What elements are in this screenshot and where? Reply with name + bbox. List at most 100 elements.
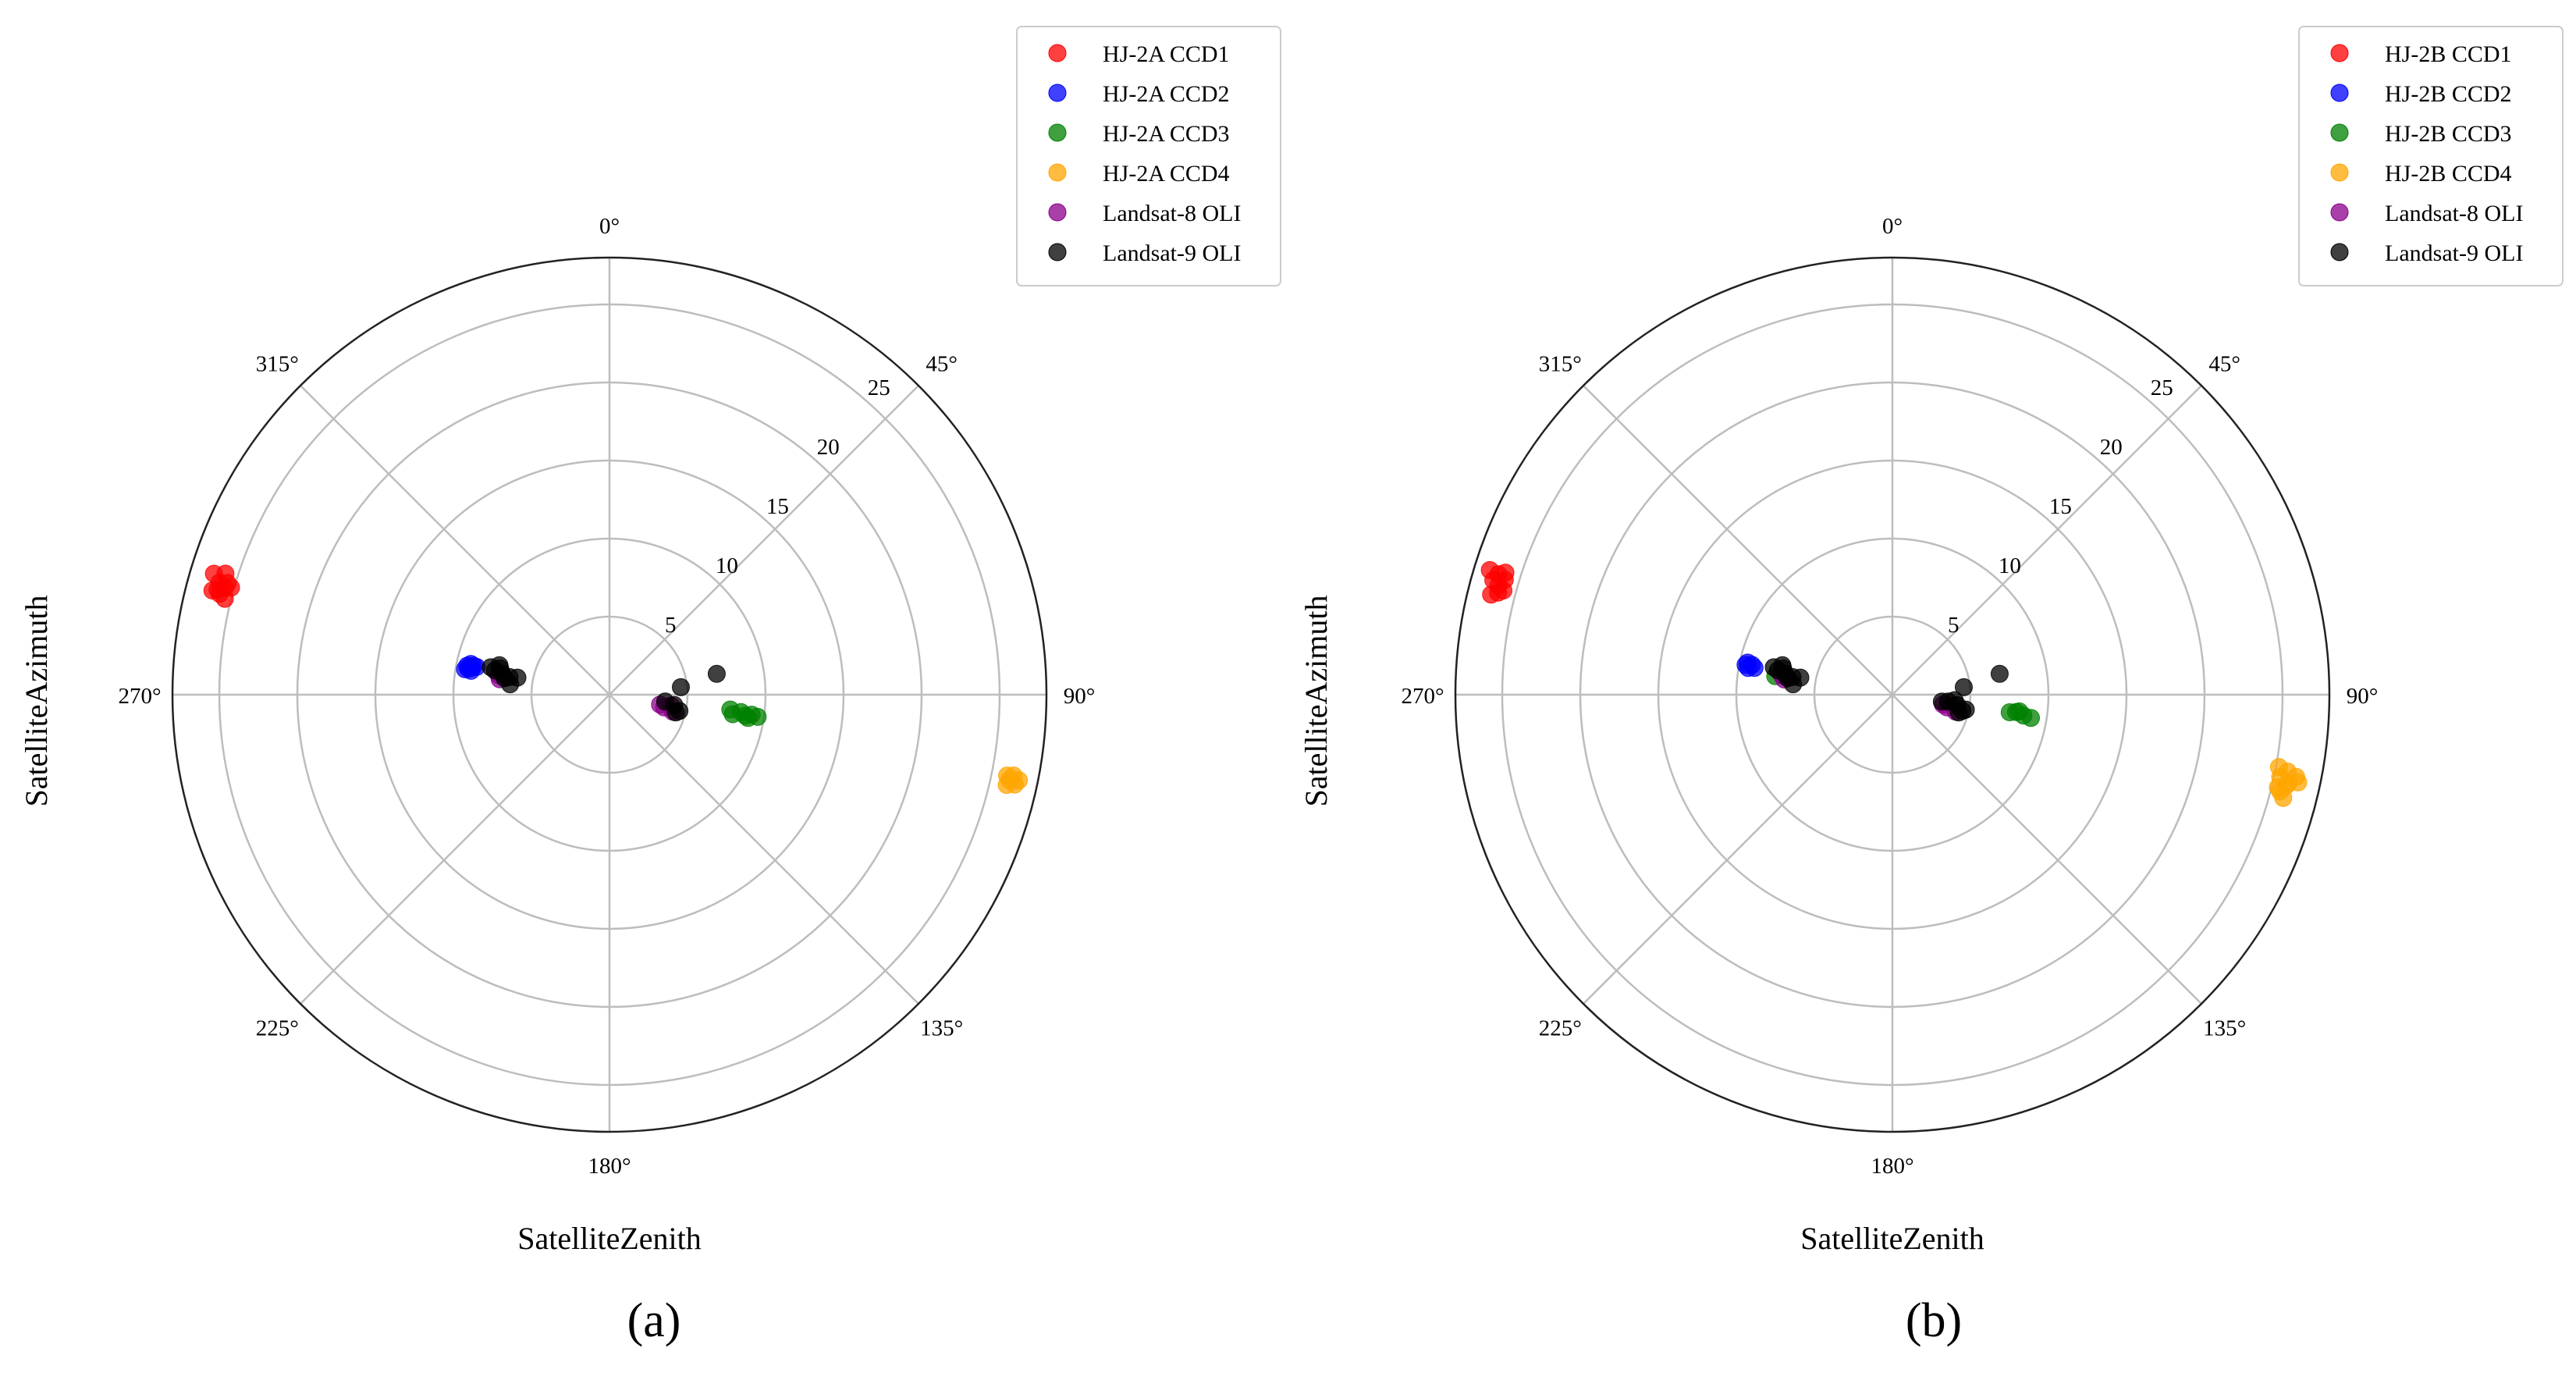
data-point — [1990, 664, 2009, 683]
grid-spoke — [300, 694, 610, 1005]
y-axis-label: SatelliteAzimuth — [19, 595, 54, 806]
grid-spoke — [609, 385, 919, 695]
data-point — [218, 574, 236, 592]
theta-tick-label: 90° — [2347, 684, 2379, 709]
legend-marker — [2330, 163, 2349, 182]
y-axis-label: SatelliteAzimuth — [1299, 595, 1334, 806]
data-point — [203, 582, 222, 600]
legend-marker — [2330, 44, 2349, 62]
panel-tag: (b) — [1906, 1294, 1962, 1347]
polar-grid — [1454, 256, 2331, 1133]
legend-label: HJ-2B CCD4 — [2385, 161, 2512, 187]
r-tick-label: 25 — [868, 375, 890, 400]
polar-chart-b: 0° 45° 90° 135° 180° 225° 270° 315° 5 10 15 20 25 HJ… — [1299, 26, 2564, 1347]
grid-spoke — [1892, 694, 2202, 1005]
legend-marker — [2330, 123, 2349, 142]
theta-tick-label: 135° — [2203, 1016, 2246, 1041]
data-point — [656, 692, 674, 711]
theta-tick-label: 45° — [2208, 351, 2240, 376]
x-axis-label: SatelliteZenith — [517, 1221, 702, 1256]
theta-tick-label: 315° — [1539, 351, 1582, 376]
r-tick-label: 15 — [2049, 494, 2072, 519]
r-tick-label: 20 — [817, 435, 840, 460]
r-tick-label: 5 — [665, 613, 677, 638]
legend-marker — [2330, 243, 2349, 261]
panel-tag: (a) — [627, 1294, 681, 1347]
theta-tick-label: 270° — [1401, 684, 1444, 709]
legend-marker — [1048, 84, 1067, 102]
data-point — [1496, 564, 1515, 582]
data-point — [1482, 585, 1501, 604]
data-point — [2274, 788, 2293, 807]
grid-spoke — [1583, 694, 1893, 1005]
data-point — [2010, 702, 2029, 720]
theta-tick-label: 135° — [920, 1016, 963, 1041]
theta-tick-label: 180° — [588, 1154, 631, 1179]
axis-labels: 0° 45° 90° 135° 180° 225° 270° 315° 5 10 15 20 25 — [118, 214, 1095, 1179]
r-tick-label: 25 — [2151, 375, 2173, 400]
data-point — [1954, 678, 1973, 696]
data-point — [1773, 656, 1792, 674]
r-tick-label: 10 — [716, 553, 738, 578]
legend-label: HJ-2A CCD4 — [1103, 161, 1230, 187]
legend-label: HJ-2A CCD2 — [1103, 81, 1230, 107]
theta-tick-label: 225° — [256, 1016, 299, 1041]
legend-marker — [1048, 203, 1067, 222]
data-points — [1480, 560, 2308, 807]
data-point — [707, 664, 726, 683]
legend-label: Landsat-9 OLI — [2385, 240, 2523, 266]
r-tick-label: 15 — [766, 494, 789, 519]
theta-tick-label: 0° — [1882, 214, 1903, 239]
legend-label: HJ-2B CCD2 — [2385, 81, 2512, 107]
x-axis-label: SatelliteZenith — [1800, 1221, 1984, 1256]
polar-grid — [171, 256, 1048, 1133]
theta-tick-label: 180° — [1871, 1154, 1913, 1179]
r-tick-label: 5 — [1948, 613, 1960, 638]
legend-label: Landsat-8 OLI — [1103, 201, 1241, 226]
legend-marker — [2330, 203, 2349, 222]
legend-label: Landsat-9 OLI — [1103, 240, 1241, 266]
legend-marker — [1048, 44, 1067, 62]
legend-frame — [1016, 26, 1281, 286]
theta-tick-label: 0° — [599, 214, 620, 239]
data-point — [1739, 653, 1757, 672]
data-points — [203, 564, 1029, 795]
data-point — [461, 655, 480, 674]
legend-label: HJ-2A CCD1 — [1103, 41, 1230, 67]
grid-spoke — [300, 385, 610, 695]
data-point — [671, 678, 690, 696]
legend: HJ-2B CCD1 HJ-2B CCD2 HJ-2B CCD3 HJ-2B CCD4… — [2298, 26, 2564, 286]
data-point — [2289, 773, 2308, 791]
theta-tick-label: 225° — [1539, 1016, 1582, 1041]
data-point — [739, 709, 758, 727]
legend-marker — [2330, 84, 2349, 102]
legend: HJ-2A CCD1 HJ-2A CCD2 HJ-2A CCD3 HJ-2A CCD4… — [1016, 26, 1281, 286]
data-point — [2269, 758, 2288, 777]
data-point — [490, 656, 509, 674]
theta-tick-label: 90° — [1064, 684, 1096, 709]
polar-chart-a: 0° 45° 90° 135° 180° 225° 270° 315° 5 10 15 20 25 HJ… — [19, 26, 1281, 1347]
r-tick-label: 20 — [2100, 435, 2123, 460]
legend-frame — [2298, 26, 2564, 286]
legend-marker — [1048, 163, 1067, 182]
data-point — [1956, 700, 1975, 719]
polar-frame — [171, 256, 1048, 1133]
legend-marker — [1048, 123, 1067, 142]
theta-tick-label: 270° — [118, 684, 161, 709]
axis-labels: 0° 45° 90° 135° 180° 225° 270° 315° 5 10 15 20 25 — [1401, 214, 2378, 1179]
theta-tick-label: 315° — [256, 351, 299, 376]
r-tick-label: 10 — [1999, 553, 2021, 578]
legend-label: HJ-2A CCD3 — [1103, 121, 1230, 147]
legend-marker — [1048, 243, 1067, 261]
grid-spoke — [1892, 385, 2202, 695]
data-point — [1932, 692, 1951, 711]
theta-tick-label: 45° — [926, 351, 958, 376]
polar-frame — [1454, 256, 2331, 1133]
data-point — [1480, 560, 1499, 579]
legend-label: HJ-2B CCD3 — [2385, 121, 2512, 147]
data-point — [666, 703, 685, 722]
grid-spoke — [609, 694, 919, 1005]
legend-label: Landsat-8 OLI — [2385, 201, 2523, 226]
